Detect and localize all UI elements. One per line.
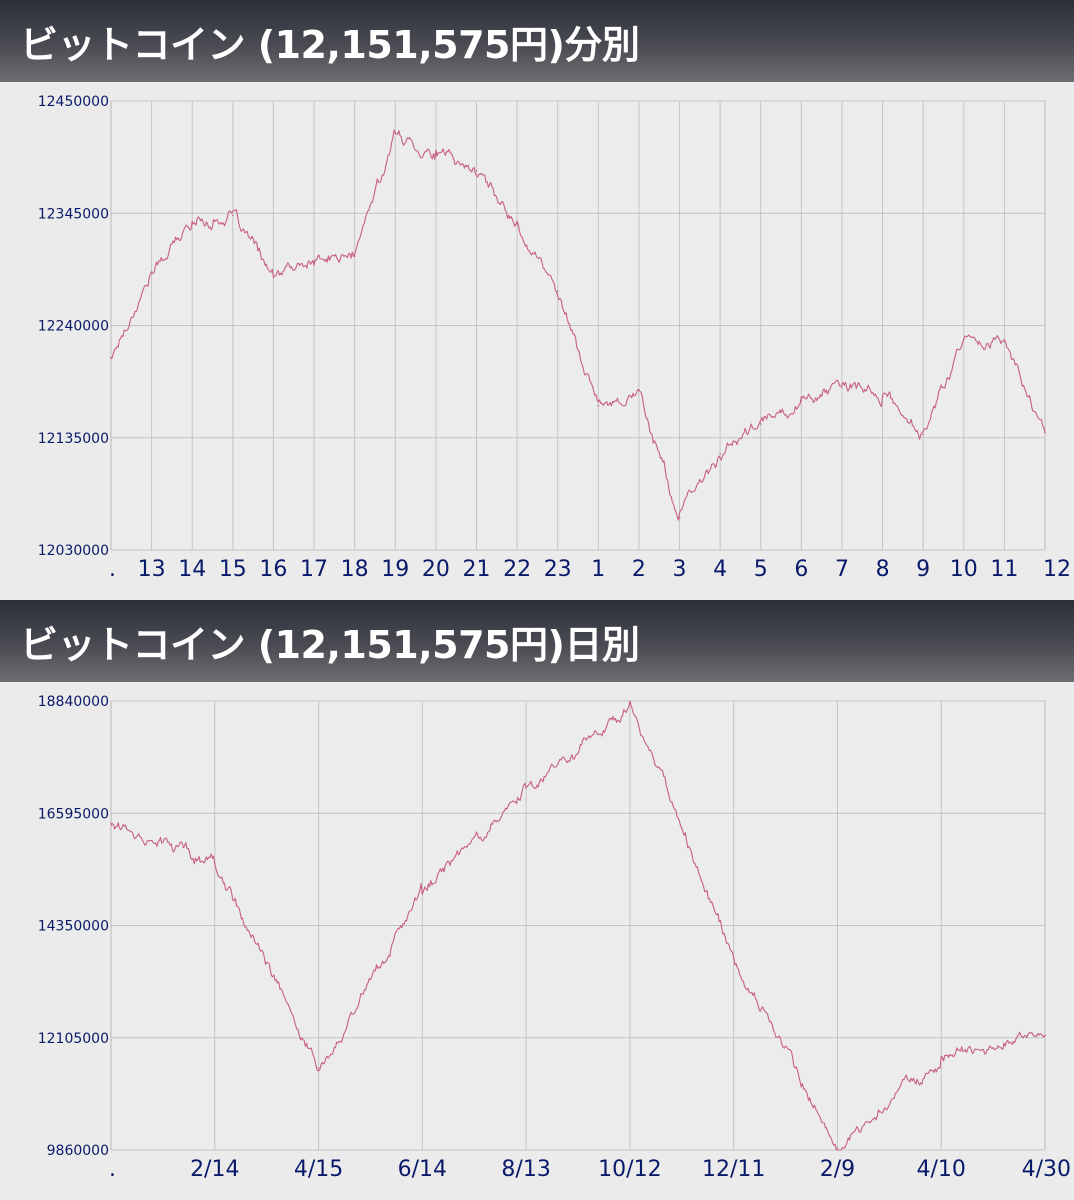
data-point <box>110 822 112 824</box>
x-tick-label: 18 <box>341 557 369 582</box>
data-point <box>719 452 721 455</box>
x-tick-label: 2 <box>632 557 646 582</box>
x-tick-label: 4 <box>713 557 727 582</box>
x-tick-label: 8/13 <box>501 1157 550 1182</box>
x-tick-label: 8 <box>876 557 890 582</box>
y-tick-label: 12450000 <box>38 94 109 110</box>
data-point <box>353 255 356 257</box>
x-tick-label: 6/14 <box>398 1157 447 1182</box>
x-tick-label: . <box>109 557 116 582</box>
data-point <box>435 153 437 156</box>
data-point <box>732 957 735 959</box>
x-tick-label: 23 <box>544 557 572 582</box>
data-point <box>317 1067 320 1069</box>
x-tick-label: 10/12 <box>598 1157 661 1182</box>
chart-1-title: ビットコイン (12,151,575円)分別 <box>20 23 640 67</box>
y-tick-label: 12240000 <box>38 319 109 335</box>
data-point <box>525 787 527 789</box>
data-point <box>638 388 640 391</box>
data-point <box>678 517 681 519</box>
x-tick-label: 9 <box>916 557 930 582</box>
data-point <box>836 1147 839 1149</box>
y-tick-label: 14350000 <box>38 919 109 935</box>
x-tick-label: 17 <box>300 557 328 582</box>
x-tick-label: 1 <box>591 557 605 582</box>
y-tick-label: 16595000 <box>38 806 109 822</box>
data-point <box>110 356 112 359</box>
y-tick-label: 18840000 <box>38 694 109 710</box>
x-tick-label: 3 <box>673 557 687 582</box>
y-tick-label: 12105000 <box>38 1031 109 1047</box>
data-point <box>597 404 600 407</box>
series-line <box>110 129 1046 521</box>
data-point <box>759 423 762 425</box>
data-point <box>516 223 518 225</box>
x-tick-label: 14 <box>178 557 206 582</box>
data-point <box>922 433 924 436</box>
data-point <box>881 396 884 398</box>
x-tick-label: 6 <box>794 557 808 582</box>
chart-2-header: ビットコイン (12,151,575円)日別 <box>0 600 1074 682</box>
x-tick-label: 4/10 <box>917 1157 966 1182</box>
data-point <box>556 290 559 293</box>
x-tick-label: 13 <box>138 557 166 582</box>
data-point <box>629 702 631 704</box>
daily-chart: 18840000 16595000 14350000 12105000 9860000.… <box>38 694 1071 1182</box>
data-point <box>394 132 397 134</box>
x-tick-label: 20 <box>422 557 450 582</box>
x-tick-label: 10 <box>950 557 978 582</box>
y-tick-label: 12135000 <box>38 431 109 447</box>
data-point <box>800 399 803 402</box>
data-point <box>232 214 234 217</box>
data-point <box>1044 431 1046 434</box>
data-point <box>213 862 216 864</box>
data-point <box>962 338 965 341</box>
x-tick-label: 4/15 <box>294 1157 343 1182</box>
data-point <box>940 1057 943 1059</box>
y-tick-label: 9860000 <box>47 1143 109 1159</box>
x-tick-label: . <box>109 1157 116 1182</box>
data-point <box>1044 1034 1046 1037</box>
x-tick-label: 4/30 <box>1022 1157 1071 1182</box>
data-point <box>313 260 315 263</box>
data-point <box>421 892 424 894</box>
x-tick-label: 5 <box>754 557 768 582</box>
data-point <box>272 276 275 279</box>
x-tick-label: 12 <box>1043 557 1071 582</box>
x-tick-label: 22 <box>503 557 531 582</box>
y-tick-label: 12345000 <box>38 206 109 222</box>
data-point <box>1003 338 1006 341</box>
x-tick-label: 11 <box>990 557 1018 582</box>
x-tick-label: 2/14 <box>190 1157 239 1182</box>
chart-1-header: ビットコイン (12,151,575円)分別 <box>0 0 1074 82</box>
data-point <box>841 386 843 389</box>
data-point <box>191 223 194 225</box>
x-tick-label: 7 <box>835 557 849 582</box>
data-point <box>475 169 478 172</box>
chart-2-title: ビットコイン (12,151,575円)日別 <box>20 623 640 667</box>
y-tick-label: 12030000 <box>38 543 109 559</box>
x-tick-label: 21 <box>462 557 490 582</box>
series-line <box>110 700 1046 1151</box>
x-tick-label: 16 <box>259 557 287 582</box>
x-tick-label: 2/9 <box>820 1157 855 1182</box>
x-tick-label: 19 <box>381 557 409 582</box>
x-tick-label: 15 <box>219 557 247 582</box>
x-tick-label: 12/11 <box>702 1157 765 1182</box>
minute-chart: 12450000 12345000 12240000 12135000 12030000… <box>38 94 1071 582</box>
data-point <box>150 271 153 273</box>
